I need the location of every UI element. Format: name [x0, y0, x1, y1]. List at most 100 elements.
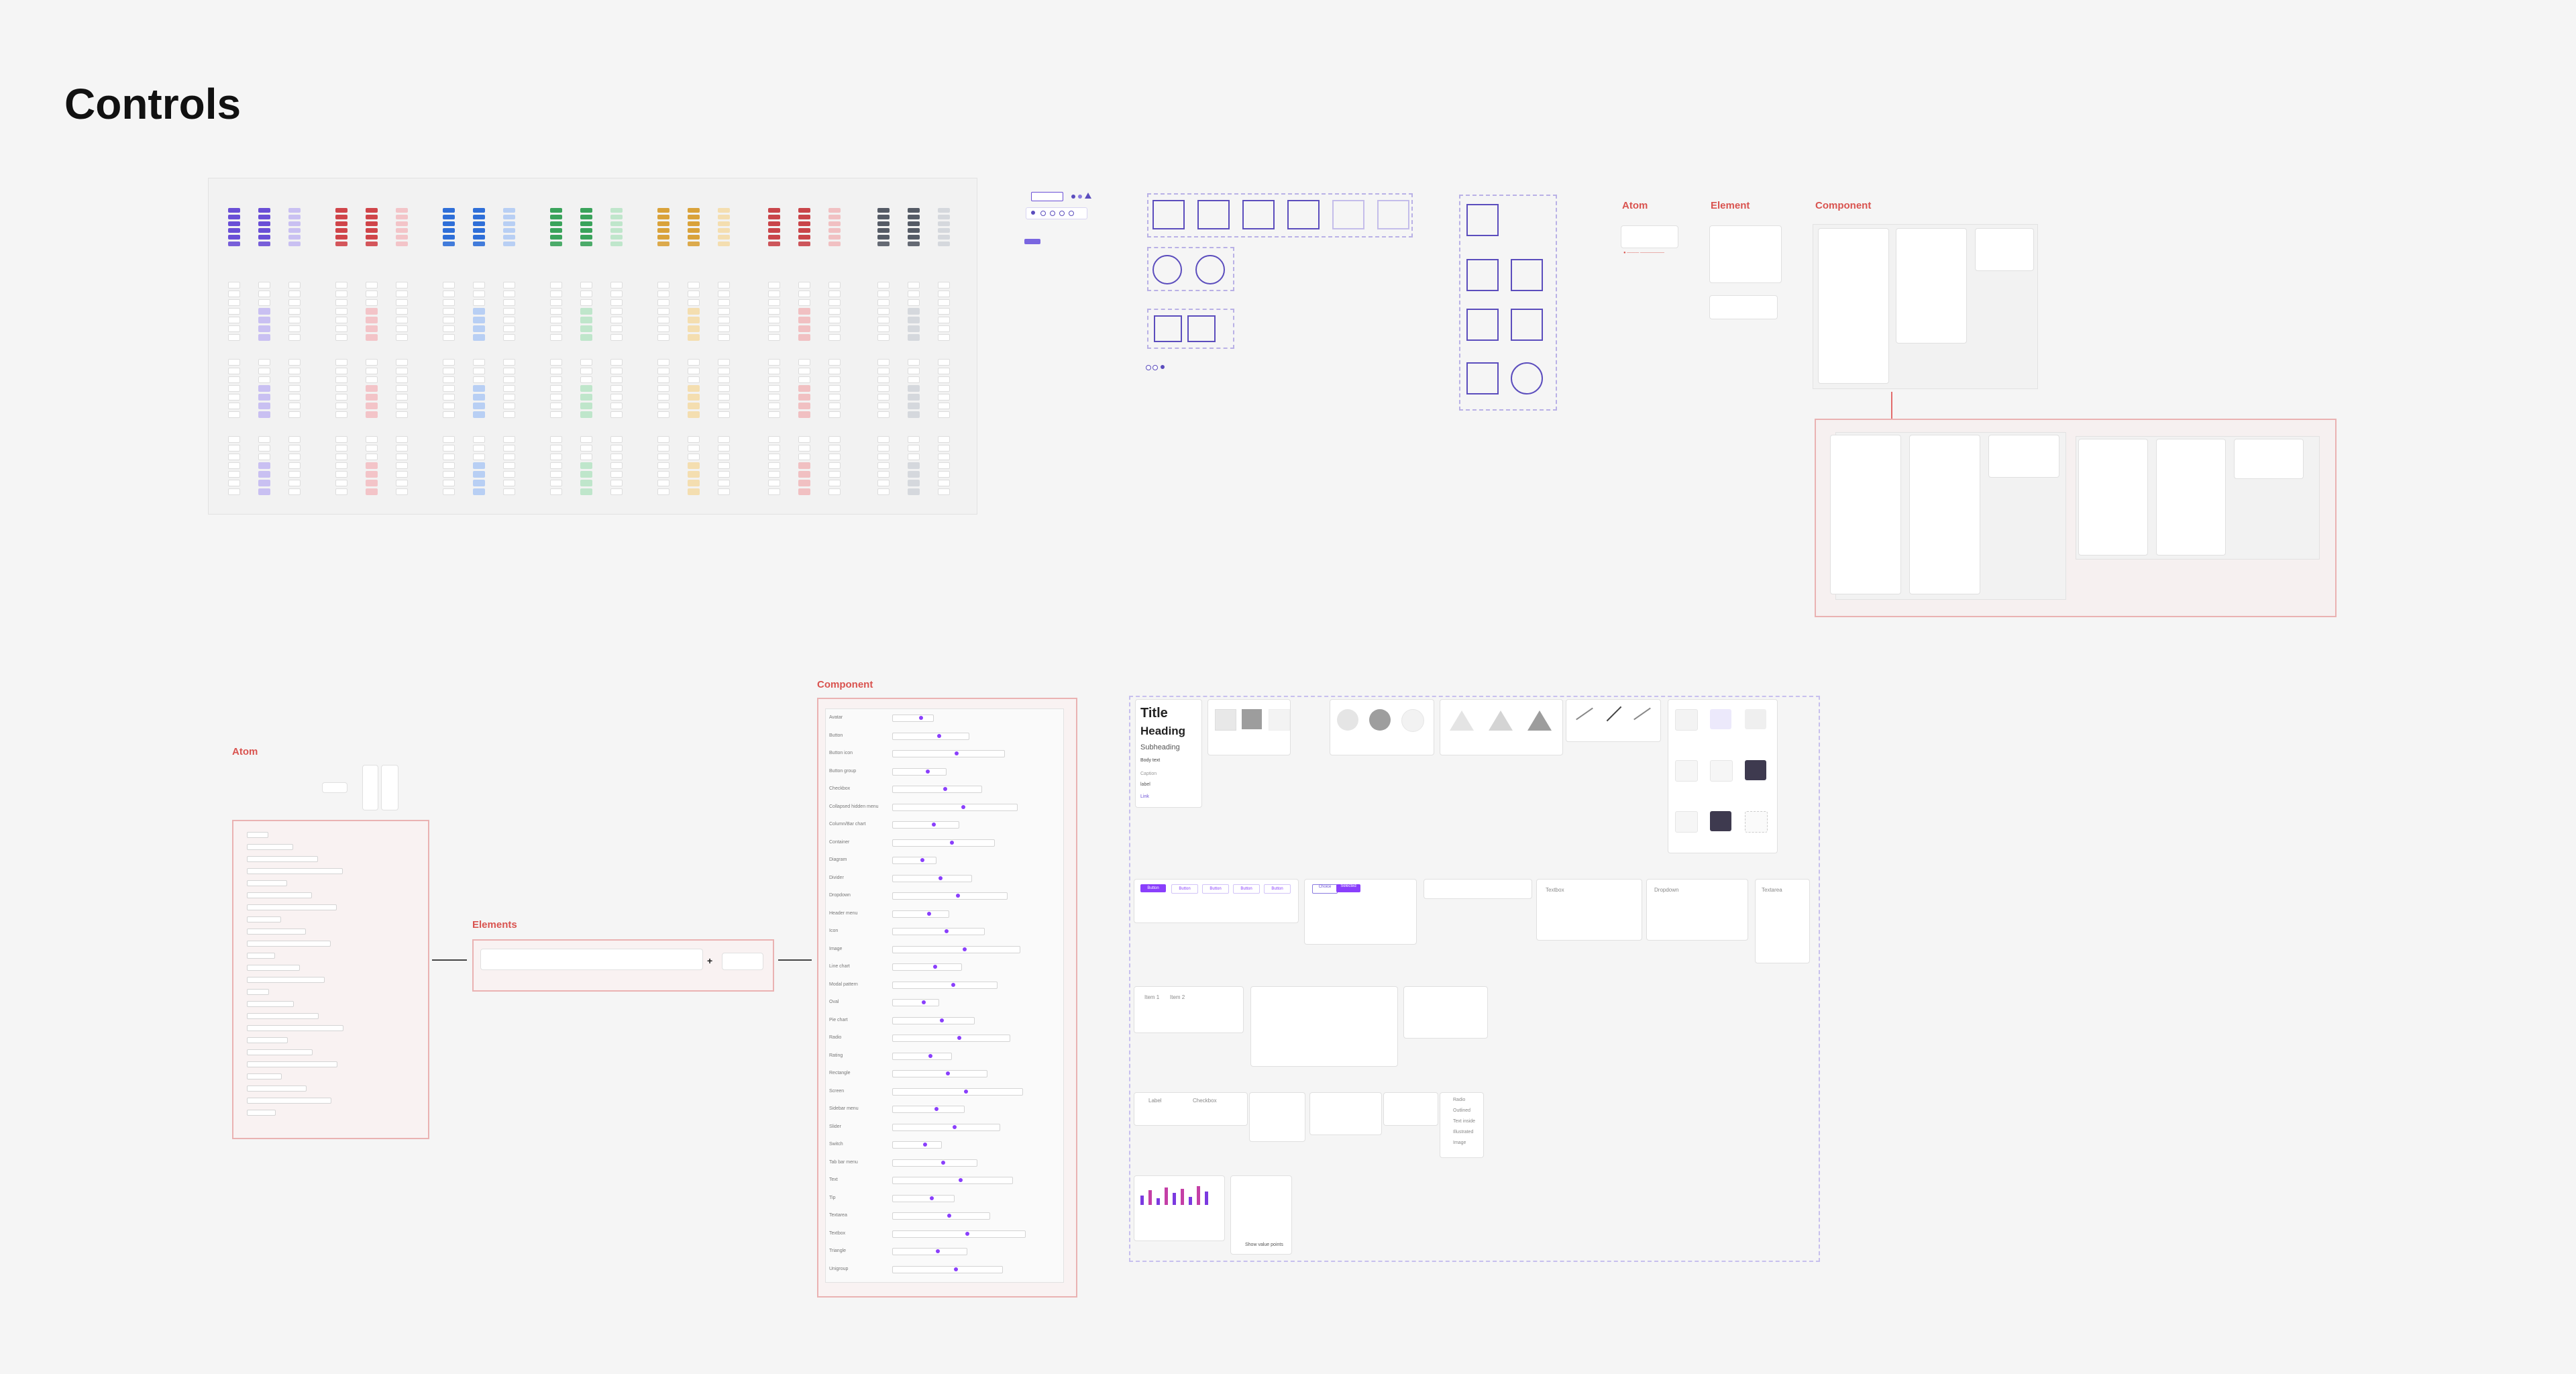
component-row-variants[interactable] — [892, 786, 982, 793]
component-label-bottom: Component — [817, 679, 873, 690]
component-row-variants[interactable] — [892, 1106, 965, 1113]
color-pill — [366, 488, 378, 495]
component-row-variants[interactable] — [892, 839, 995, 847]
radio-option[interactable]: Image — [1453, 1141, 1466, 1145]
tab-item-2[interactable]: Item 2 — [1170, 994, 1185, 1000]
shape-variant[interactable] — [1511, 309, 1543, 341]
atom-row — [247, 1061, 337, 1067]
component-row-variants[interactable] — [892, 857, 936, 864]
rect-shape[interactable] — [1152, 200, 1185, 229]
component-row-variants[interactable] — [892, 1070, 987, 1077]
checkbox-label-2[interactable]: Checkbox — [1193, 1098, 1217, 1104]
rect-shape[interactable] — [1242, 200, 1275, 229]
sample-button[interactable]: Button — [1233, 884, 1260, 894]
sample-button[interactable]: Button — [1202, 884, 1229, 894]
corner-rect-a[interactable] — [1154, 315, 1182, 342]
color-pill — [657, 368, 669, 374]
property-panel-3 — [1975, 228, 2034, 271]
sample-button[interactable]: Button — [1264, 884, 1291, 894]
color-swatch — [877, 208, 890, 213]
color-pill — [828, 385, 841, 392]
pie-shape[interactable] — [1195, 255, 1225, 284]
checkbox-label-1[interactable]: Label — [1148, 1098, 1162, 1104]
radio-option[interactable]: Radio — [1453, 1098, 1466, 1102]
component-row-variants[interactable] — [892, 715, 934, 722]
component-row-variants[interactable] — [892, 821, 959, 829]
component-row-variants[interactable] — [892, 981, 998, 989]
component-row-variants[interactable] — [892, 1141, 942, 1149]
radio-option[interactable]: Outlined — [1453, 1108, 1471, 1113]
color-pill — [335, 325, 347, 332]
component-row-variants[interactable] — [892, 750, 1005, 757]
color-pill — [610, 376, 623, 383]
shape-variant[interactable] — [1466, 362, 1499, 394]
component-row-variants[interactable] — [892, 910, 949, 918]
component-row-variants[interactable] — [892, 928, 985, 935]
atom-row — [247, 1098, 331, 1104]
component-row-variants[interactable] — [892, 732, 969, 740]
component-row-variants[interactable] — [892, 1088, 1023, 1096]
color-pill — [288, 325, 301, 332]
component-row-variants[interactable] — [892, 1194, 955, 1202]
component-row-variants[interactable] — [892, 1212, 990, 1220]
component-row-variants[interactable] — [892, 999, 939, 1006]
color-pill — [335, 454, 347, 460]
radio-option[interactable]: Illustrated — [1453, 1130, 1474, 1134]
component-row-variants[interactable] — [892, 1159, 977, 1167]
radio-option[interactable]: Text inside — [1453, 1119, 1476, 1124]
color-pill — [798, 299, 810, 306]
component-row-variants[interactable] — [892, 1230, 1026, 1238]
color-pill — [503, 359, 515, 366]
shape-variant[interactable] — [1466, 204, 1499, 236]
color-swatch — [503, 221, 515, 226]
component-row-variants[interactable] — [892, 1123, 1000, 1131]
color-pill — [396, 394, 408, 401]
color-pill — [228, 317, 240, 323]
tabs-card-1 — [1134, 986, 1244, 1033]
component-row-variants[interactable] — [892, 1177, 1013, 1184]
color-pill — [335, 480, 347, 486]
type-link[interactable]: Link — [1140, 794, 1149, 799]
color-swatch — [580, 228, 592, 233]
color-swatch — [550, 228, 562, 233]
shape-variant[interactable] — [1466, 309, 1499, 341]
component-row-variants[interactable] — [892, 1016, 975, 1024]
component-row-variants[interactable] — [892, 768, 947, 776]
color-pill — [288, 454, 301, 460]
color-swatch — [443, 221, 455, 226]
show-value-points[interactable]: Show value points — [1245, 1243, 1283, 1247]
component-row-variants[interactable] — [892, 1265, 1003, 1273]
rect-shape[interactable] — [1377, 200, 1409, 229]
color-pill — [908, 445, 920, 452]
component-row-dot — [938, 876, 943, 880]
shape-variant[interactable] — [1466, 259, 1499, 291]
shape-variant[interactable] — [1511, 362, 1543, 394]
circle-shape[interactable] — [1152, 255, 1182, 284]
color-pill — [610, 334, 623, 341]
color-pill — [938, 454, 950, 460]
component-row-variants[interactable] — [892, 1035, 1010, 1042]
type-heading: Heading — [1140, 725, 1186, 737]
component-row-variants[interactable] — [892, 874, 972, 882]
component-row-variants[interactable] — [892, 1052, 952, 1060]
shape-variant[interactable] — [1511, 259, 1543, 291]
component-row-variants[interactable] — [892, 1248, 967, 1255]
segment-selected[interactable]: Selected — [1336, 884, 1360, 892]
color-pill — [550, 488, 562, 495]
component-row-variants[interactable] — [892, 803, 1018, 811]
color-pill — [908, 462, 920, 469]
component-row-variants[interactable] — [892, 963, 962, 971]
corner-rect-b[interactable] — [1187, 315, 1216, 342]
segment-choice[interactable]: Choice — [1312, 884, 1338, 894]
component-row-label: Slider — [829, 1124, 841, 1129]
rect-shape[interactable] — [1197, 200, 1230, 229]
sample-button[interactable]: Button — [1171, 884, 1198, 894]
rect-shape[interactable] — [1332, 200, 1364, 229]
color-pill — [396, 385, 408, 392]
sample-button[interactable]: Button — [1140, 884, 1166, 892]
rect-shape[interactable] — [1287, 200, 1320, 229]
tab-item-1[interactable]: Item 1 — [1144, 994, 1160, 1000]
color-pill — [657, 445, 669, 452]
component-row-variants[interactable] — [892, 945, 1020, 953]
component-row-variants[interactable] — [892, 892, 1008, 900]
